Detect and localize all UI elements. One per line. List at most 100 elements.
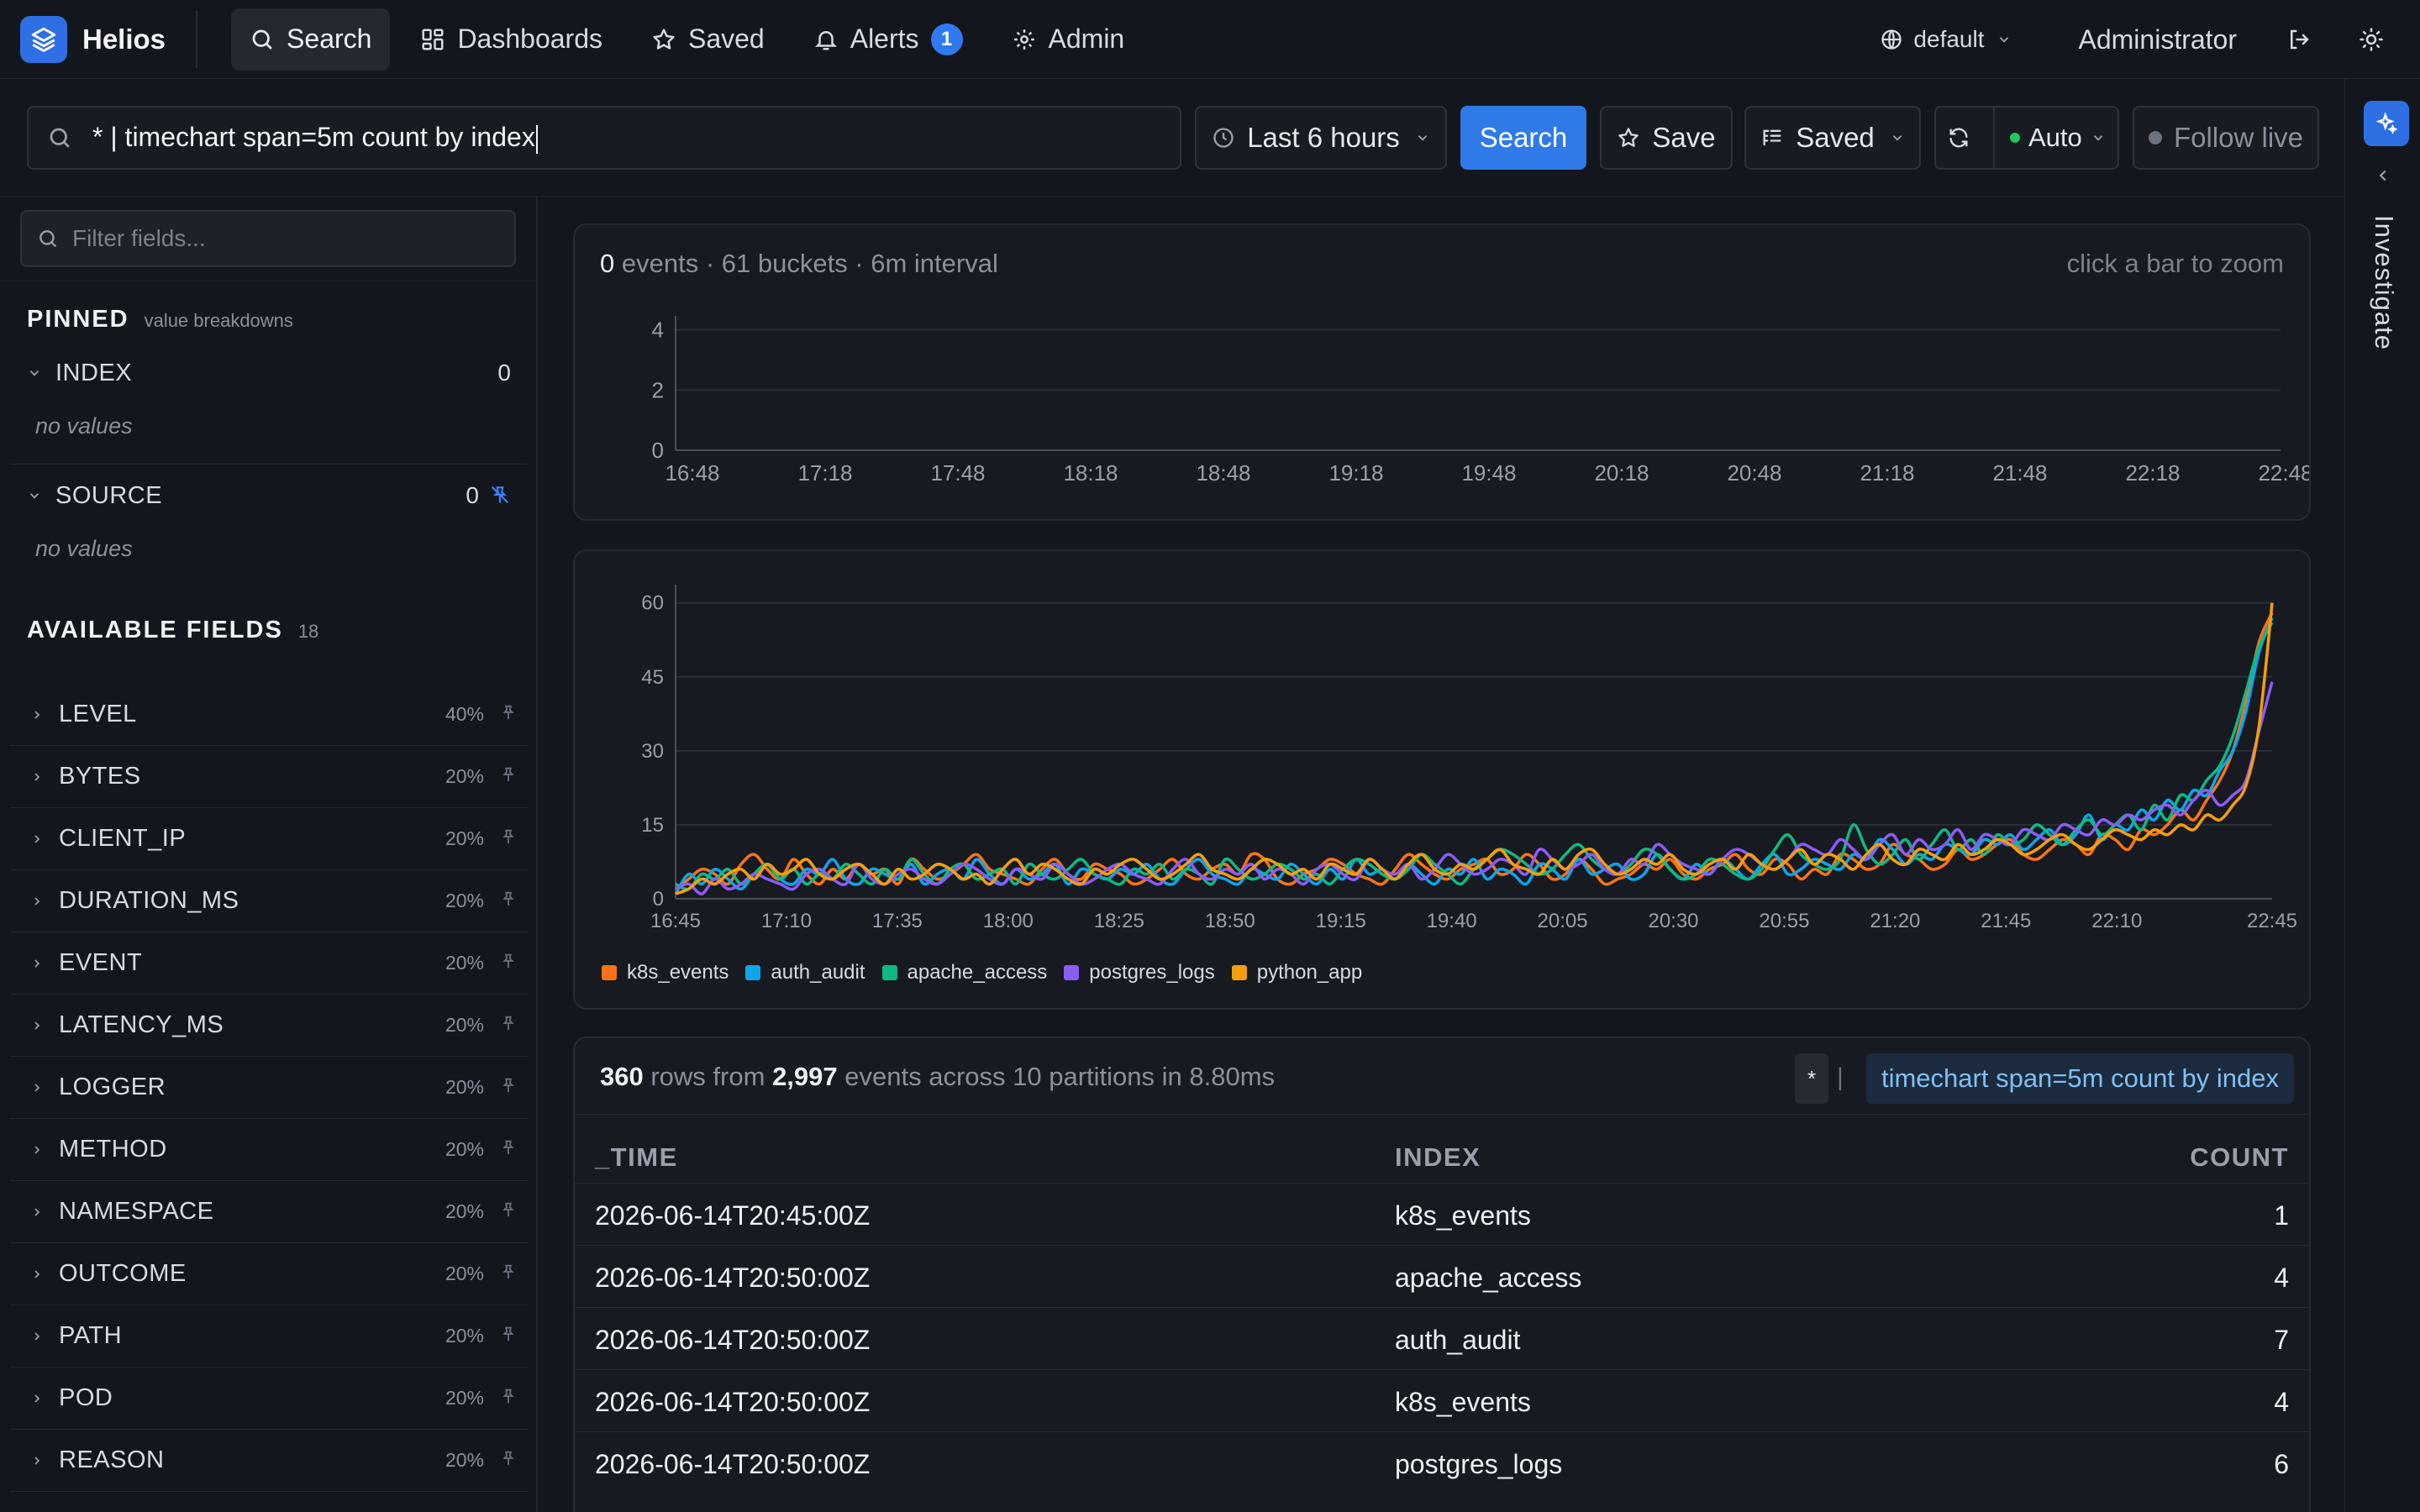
legend-item[interactable]: postgres_logs	[1064, 961, 1215, 984]
field-row[interactable]: LOGGER 20%	[10, 1057, 528, 1119]
pin-button[interactable]	[499, 765, 518, 788]
field-coverage: 20%	[445, 1449, 484, 1471]
field-row[interactable]: OUTCOME 20%	[10, 1243, 528, 1305]
legend-item[interactable]: k8s_events	[602, 961, 729, 984]
field-row[interactable]: LATENCY_MS 20%	[10, 995, 528, 1057]
rows-text: rows from	[650, 1062, 765, 1091]
column-header-time[interactable]: _TIME	[595, 1142, 678, 1172]
legend-item[interactable]: apache_access	[881, 961, 1047, 984]
nav-item-alerts[interactable]: Alerts 1	[795, 8, 981, 71]
field-row[interactable]: EVENT 20%	[10, 932, 528, 995]
table-row[interactable]: 2026-06-14T20:45:00Z k8s_events 1	[575, 1183, 2309, 1245]
unpin-button[interactable]	[489, 484, 511, 510]
field-name: LOGGER	[59, 1074, 166, 1100]
table-row[interactable]: 2026-06-14T20:50:00Z apache_access 4	[575, 1245, 2309, 1307]
field-row[interactable]: CLIENT_IP 20%	[10, 808, 528, 870]
top-nav: Helios Search Dashboards Saved Alerts 1 …	[0, 0, 2420, 79]
field-row[interactable]: LEVEL 40%	[10, 684, 528, 746]
nav-item-admin[interactable]: Admin	[993, 8, 1144, 71]
column-header-index[interactable]: INDEX	[1395, 1142, 1481, 1172]
field-name: CLIENT_IP	[59, 825, 187, 852]
series-line-apache_access[interactable]	[675, 622, 2274, 891]
field-name: NAMESPACE	[59, 1198, 214, 1225]
x-tick-label: 18:25	[1094, 910, 1144, 932]
pinned-title: PINNED	[27, 306, 129, 333]
logout-button[interactable]	[2275, 16, 2323, 63]
x-tick-label: 21:45	[1981, 910, 2031, 932]
nav-item-saved[interactable]: Saved	[633, 8, 783, 71]
chevron-left-icon	[2379, 170, 2386, 181]
x-tick-label: 18:00	[983, 910, 1034, 932]
cell-count: 6	[2274, 1449, 2289, 1479]
filter-fields-input[interactable]	[72, 225, 492, 252]
field-coverage: 20%	[445, 765, 484, 787]
pin-button[interactable]	[499, 827, 518, 850]
field-row[interactable]: METHOD 20%	[10, 1119, 528, 1181]
chevron-down-icon	[2093, 135, 2102, 141]
time-range-picker[interactable]: Last 6 hours	[1195, 106, 1447, 170]
column-header-count[interactable]: COUNT	[2190, 1142, 2289, 1172]
follow-live-toggle[interactable]: Follow live	[2133, 106, 2319, 170]
brand[interactable]: Helios	[20, 15, 166, 63]
event-count: 0	[600, 249, 615, 278]
pin-button[interactable]	[499, 890, 518, 912]
save-button[interactable]: Save	[1600, 106, 1733, 170]
legend-item[interactable]: python_app	[1231, 961, 1362, 984]
pin-button[interactable]	[499, 703, 518, 726]
legend-item[interactable]: auth_audit	[745, 961, 865, 984]
table-row[interactable]: 2026-06-14T20:50:00Z postgres_logs 6	[575, 1431, 2309, 1494]
histogram-chart[interactable]: 0 2 4 16:48 17:18 17:48 18:18 18:48 19:18 19:48 20…	[575, 225, 2309, 519]
x-tick-label: 16:45	[650, 910, 701, 932]
refresh-button[interactable]	[1936, 108, 1995, 168]
legend-swatch	[1231, 965, 1247, 980]
x-tick-label: 22:48	[2258, 460, 2309, 486]
query-star-chip[interactable]: *	[1795, 1053, 1828, 1104]
pin-button[interactable]	[499, 1325, 518, 1347]
pin-button[interactable]	[499, 1200, 518, 1223]
pin-button[interactable]	[499, 1014, 518, 1037]
x-tick-label: 22:45	[2247, 910, 2297, 932]
field-row[interactable]: REASON 20%	[10, 1430, 528, 1492]
clock-icon	[1213, 128, 1234, 148]
nav-item-dashboards[interactable]: Dashboards	[402, 8, 621, 71]
field-row[interactable]: POD 20%	[10, 1368, 528, 1430]
cell-count: 4	[2274, 1263, 2289, 1293]
investigate-tab[interactable]: Investigate	[2370, 215, 2399, 350]
pin-button[interactable]	[499, 1263, 518, 1285]
pin-button[interactable]	[499, 1076, 518, 1099]
filter-fields[interactable]	[20, 210, 516, 267]
timechart-chart[interactable]: 0 15 30 45 60 16:45 17:10 17:35 18:00 18:25 18:50 1…	[575, 551, 2309, 1008]
pin-button[interactable]	[499, 1138, 518, 1161]
query-command-chip[interactable]: timechart span=5m count by index	[1865, 1053, 2294, 1104]
series-line-python_app[interactable]	[675, 602, 2274, 895]
workspace-select[interactable]: default	[1880, 26, 2021, 53]
query-input[interactable]: * | timechart span=5m count by index	[27, 106, 1181, 170]
pin-button[interactable]	[499, 1387, 518, 1410]
nav-item-search[interactable]: Search	[231, 8, 391, 71]
collapse-button[interactable]	[2374, 166, 2392, 189]
search-button[interactable]: Search	[1460, 106, 1586, 170]
pinned-field-count: 0	[497, 360, 511, 386]
pinned-field-source[interactable]: SOURCE 0	[27, 479, 511, 512]
field-row[interactable]: NAMESPACE 20%	[10, 1181, 528, 1243]
ai-assist-button[interactable]	[2364, 101, 2409, 146]
pinned-field-index[interactable]: INDEX 0	[27, 356, 511, 390]
series-line-auth_audit[interactable]	[674, 617, 2274, 895]
table-row[interactable]: 2026-06-14T20:50:00Z k8s_events 4	[575, 1369, 2309, 1431]
series-line-postgres_logs[interactable]	[675, 681, 2274, 895]
nav-divider	[196, 10, 198, 68]
field-row[interactable]: PATH 20%	[10, 1305, 528, 1368]
legend-swatch	[602, 965, 617, 980]
saved-searches-button[interactable]: Saved	[1744, 106, 1921, 170]
x-tick-label: 17:48	[930, 460, 985, 486]
table-row[interactable]: 2026-06-14T20:50:00Z auth_audit 7	[575, 1307, 2309, 1369]
pin-button[interactable]	[499, 952, 518, 974]
auto-refresh-select[interactable]: Auto	[1995, 123, 2118, 153]
user-name[interactable]: Administrator	[2078, 24, 2238, 55]
theme-toggle-button[interactable]	[2348, 16, 2395, 63]
field-row[interactable]: BYTES 20%	[10, 746, 528, 808]
pin-button[interactable]	[499, 1449, 518, 1472]
field-coverage: 20%	[445, 1076, 484, 1098]
field-row[interactable]: DURATION_MS 20%	[10, 870, 528, 932]
